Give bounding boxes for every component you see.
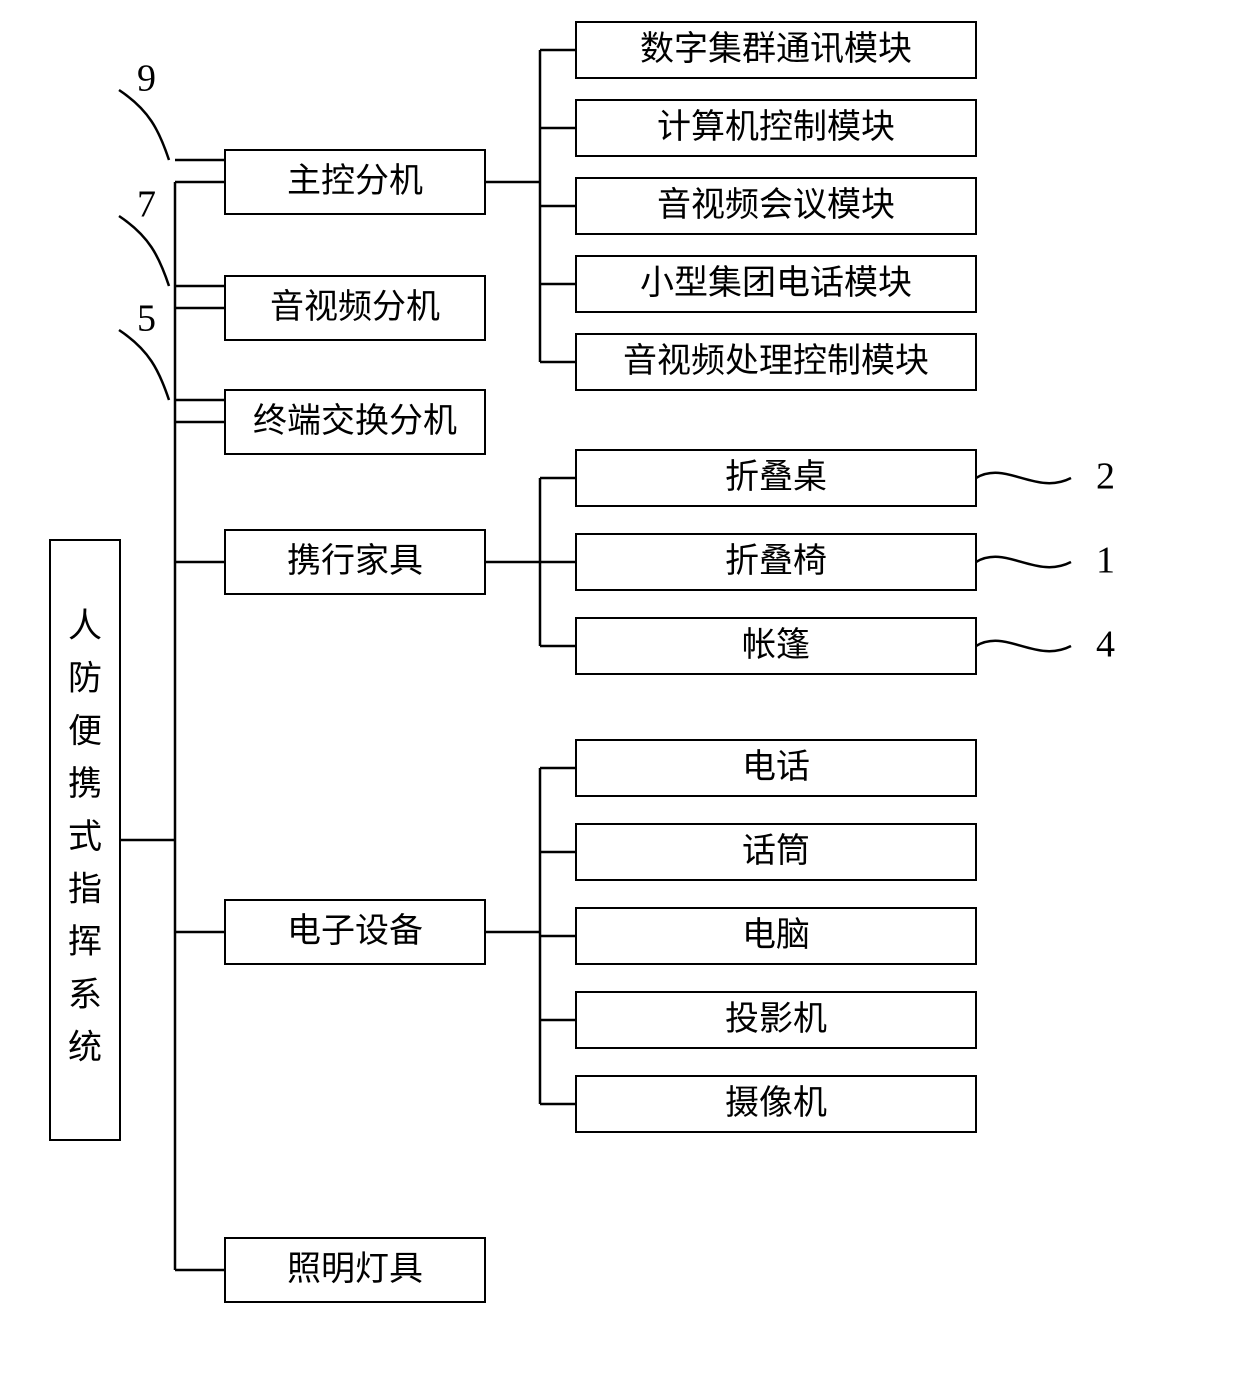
callout-lead-l2_main_ext (119, 90, 169, 160)
node-label-e5: 摄像机 (725, 1084, 827, 1122)
node-label-l2_electronic: 电子设备 (287, 912, 423, 950)
node-label-m3: 音视频会议模块 (657, 186, 895, 224)
svg-text:式: 式 (68, 819, 102, 856)
node-label-l2_main_ext: 主控分机 (287, 162, 423, 200)
node-label-m5: 音视频处理控制模块 (623, 342, 929, 380)
svg-text:挥: 挥 (68, 923, 102, 961)
callout-num-l2_av_ext: 7 (137, 184, 156, 226)
svg-text:系: 系 (68, 977, 102, 1014)
node-label-f3: 帐篷 (742, 626, 810, 664)
node-label-m4: 小型集团电话模块 (640, 264, 912, 302)
node-label-m2: 计算机控制模块 (657, 108, 895, 146)
svg-text:指: 指 (68, 870, 102, 908)
node-label-l2_term_ext: 终端交换分机 (253, 402, 457, 440)
callout-num-f3: 4 (1096, 624, 1115, 666)
node-label-m1: 数字集群通讯模块 (640, 30, 912, 68)
svg-text:便: 便 (68, 713, 102, 750)
svg-text:统: 统 (68, 1029, 102, 1067)
callout-lead-f3 (976, 641, 1071, 651)
node-label-e3: 电脑 (742, 916, 810, 954)
callout-num-l2_term_ext: 5 (137, 298, 156, 340)
svg-text:携: 携 (68, 765, 102, 803)
callout-lead-f1 (976, 473, 1071, 483)
svg-text:人: 人 (68, 608, 102, 645)
node-label-f1: 折叠桌 (725, 458, 827, 496)
callout-num-f2: 1 (1096, 540, 1115, 582)
node-label-l2_av_ext: 音视频分机 (270, 288, 440, 326)
callout-lead-f2 (976, 557, 1071, 567)
root-label: 人防便携式指挥系统 (68, 608, 102, 1067)
callout-lead-l2_term_ext (119, 330, 169, 400)
node-label-e1: 电话 (742, 748, 810, 786)
node-label-e4: 投影机 (725, 1000, 827, 1038)
callout-num-l2_main_ext: 9 (137, 58, 156, 100)
callout-lead-l2_av_ext (119, 216, 169, 286)
node-label-e2: 话筒 (742, 832, 810, 870)
node-label-f2: 折叠椅 (725, 542, 827, 580)
node-label-l2_furniture: 携行家具 (287, 542, 423, 580)
svg-text:防: 防 (68, 661, 102, 698)
callout-num-f1: 2 (1096, 456, 1115, 498)
node-label-l2_lighting: 照明灯具 (287, 1251, 423, 1288)
